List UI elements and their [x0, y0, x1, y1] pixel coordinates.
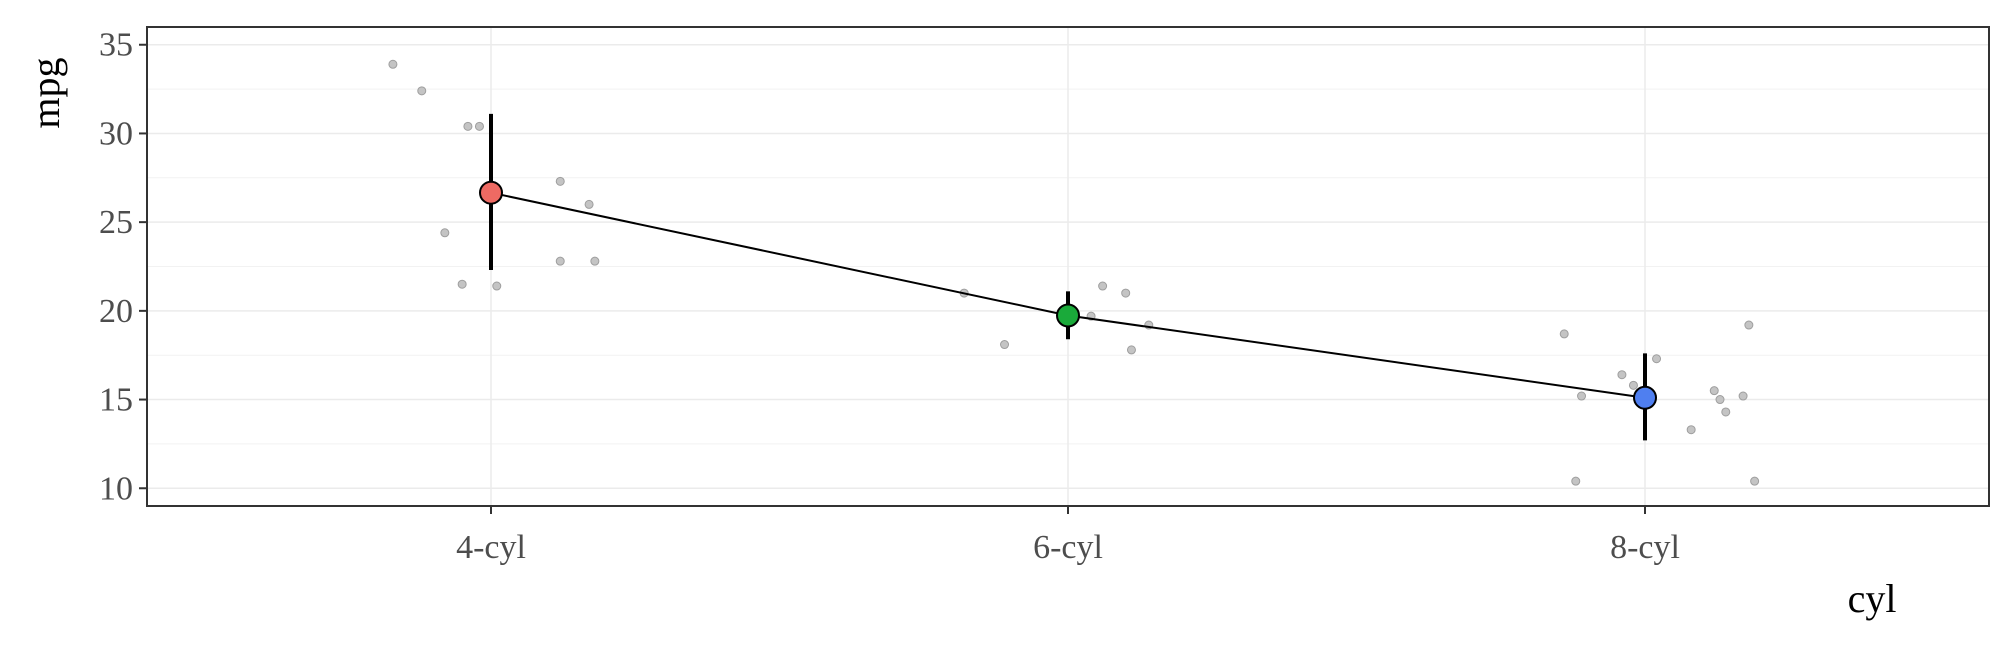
data-point: [1628, 380, 1638, 390]
data-point: [457, 279, 467, 289]
data-point: [1709, 386, 1719, 396]
x-tick-label: 6-cyl: [1033, 529, 1103, 566]
grid-lines: [147, 27, 1989, 506]
x-axis-title: cyl: [1848, 576, 1897, 621]
data-point: [1577, 391, 1587, 401]
y-axis-title: mpg: [23, 57, 68, 128]
data-point: [1652, 354, 1662, 364]
data-point: [1000, 340, 1010, 350]
mean-point: [1056, 303, 1080, 328]
data-point: [555, 256, 565, 266]
mean-point: [1633, 385, 1657, 410]
data-point: [1744, 320, 1754, 330]
y-tick-label: 15: [99, 382, 133, 419]
x-tick-label: 8-cyl: [1610, 529, 1680, 566]
y-axis: 10 15 20 25 30 35: [99, 27, 147, 507]
y-tick-label: 30: [99, 115, 133, 152]
y-tick-label: 20: [99, 293, 133, 330]
data-point: [1715, 395, 1725, 405]
y-tick-label: 35: [99, 27, 133, 64]
data-point: [1686, 425, 1696, 435]
mean-point: [479, 180, 503, 205]
data-point: [1617, 370, 1627, 380]
y-tick-label: 10: [99, 470, 133, 507]
data-point: [555, 176, 565, 186]
data-point: [474, 121, 484, 131]
data-point: [590, 256, 600, 266]
data-point: [1121, 288, 1131, 298]
data-point: [492, 281, 502, 291]
data-point: [1559, 329, 1569, 339]
mean-points: [479, 180, 1657, 410]
data-point: [584, 199, 594, 209]
data-point: [388, 59, 398, 69]
data-point: [417, 86, 427, 96]
data-point: [463, 121, 473, 131]
data-point: [1126, 345, 1136, 355]
x-tick-label: 4-cyl: [456, 529, 526, 566]
data-point: [440, 228, 450, 238]
data-point: [1750, 476, 1760, 486]
y-tick-label: 25: [99, 204, 133, 241]
data-point: [1098, 281, 1108, 291]
data-point: [1721, 407, 1731, 417]
data-point: [1571, 476, 1581, 486]
x-axis: 4-cyl 6-cyl 8-cyl: [456, 506, 1680, 566]
data-point: [1738, 391, 1748, 401]
